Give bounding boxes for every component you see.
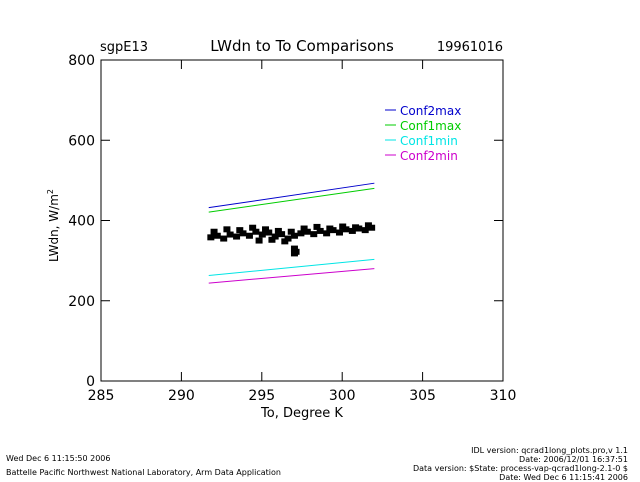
y-axis-label: LWdn, W/m2 [46, 189, 61, 262]
observation-point [252, 228, 260, 235]
chart-title: LWdn to To Comparisons [210, 37, 394, 55]
observation-point [213, 232, 221, 239]
observation-point [292, 248, 300, 255]
observation-point [300, 225, 308, 232]
footer-data-date: Date: Wed Dec 6 11:15:41 2006 [499, 473, 628, 482]
observation-point [262, 226, 270, 233]
series-line-conf2max [208, 182, 375, 209]
series-group [208, 182, 375, 284]
x-axis: 285 290 295 300 305 310 [88, 60, 517, 404]
y-tick-label: 0 [86, 374, 95, 390]
observation-point [268, 236, 276, 243]
observation-point [223, 226, 231, 233]
observation-point [265, 229, 273, 236]
observation-point [310, 231, 318, 238]
observation-point [348, 227, 356, 234]
observation-point [236, 227, 244, 234]
observation-point [339, 223, 347, 230]
observation-point [281, 238, 289, 245]
observation-point [316, 227, 324, 234]
y-axis: 0 200 400 600 800 [68, 53, 503, 390]
date-label: 19961016 [437, 40, 503, 55]
x-axis-label: To, Degree K [260, 406, 343, 421]
observation-point [249, 224, 257, 231]
observation-point [271, 233, 279, 240]
footer-lab: Battelle Pacific Northwest National Labo… [6, 468, 281, 477]
observation-point [303, 228, 311, 235]
observation-point [361, 227, 369, 234]
footer-data-version: Data version: $State: process-vap-qcrad1… [412, 464, 628, 473]
series-line-conf1max [208, 187, 375, 213]
observation-point [255, 237, 263, 244]
observation-point [226, 231, 234, 238]
observation-point [274, 227, 282, 234]
footer-idl-version: IDL version: qcrad1long_plots.pro,v 1.1 [471, 446, 628, 455]
observation-point [210, 228, 218, 235]
series-line-conf2min [208, 268, 375, 284]
y-tick-label: 600 [68, 133, 95, 149]
x-tick-label: 310 [490, 388, 517, 404]
y-tick-label: 400 [68, 214, 95, 230]
observation-point [290, 232, 298, 239]
legend-label-conf2max: Conf2max [400, 104, 461, 118]
observation-point [245, 232, 253, 239]
x-tick-label: 300 [329, 388, 356, 404]
observation-point [323, 230, 331, 237]
observation-point [326, 225, 334, 232]
footer-idl-date: Date: 2006/12/01 16:37:51 [519, 455, 628, 464]
x-tick-label: 305 [409, 388, 436, 404]
observation-point [290, 245, 298, 252]
y-tick-label: 200 [68, 294, 95, 310]
observation-point [220, 235, 228, 242]
observation-point [278, 231, 286, 238]
footer-timestamp: Wed Dec 6 11:15:50 2006 [6, 454, 111, 463]
observation-point [287, 228, 295, 235]
observations-group [207, 222, 376, 257]
observation-point [335, 229, 343, 236]
x-tick-label: 290 [168, 388, 195, 404]
x-tick-label: 295 [248, 388, 275, 404]
legend-label-conf1min: Conf1min [400, 134, 458, 148]
observation-point [313, 223, 321, 230]
observation-point [364, 222, 372, 229]
station-label: sgpE13 [100, 40, 148, 55]
series-line-conf1min [208, 258, 375, 276]
observation-point [352, 224, 360, 231]
legend-label-conf1max: Conf1max [400, 119, 461, 133]
observation-point [258, 231, 266, 238]
observation-point [239, 230, 247, 237]
observation-point [297, 230, 305, 237]
legend-label-conf2min: Conf2min [400, 149, 458, 163]
y-tick-label: 800 [68, 53, 95, 69]
observation-point [233, 233, 241, 240]
observation-point [207, 234, 215, 241]
x-tick-label: 285 [88, 388, 115, 404]
y-axis-label-text: LWdn, W/m [47, 194, 61, 262]
y-axis-label-superscript: 2 [46, 189, 55, 194]
